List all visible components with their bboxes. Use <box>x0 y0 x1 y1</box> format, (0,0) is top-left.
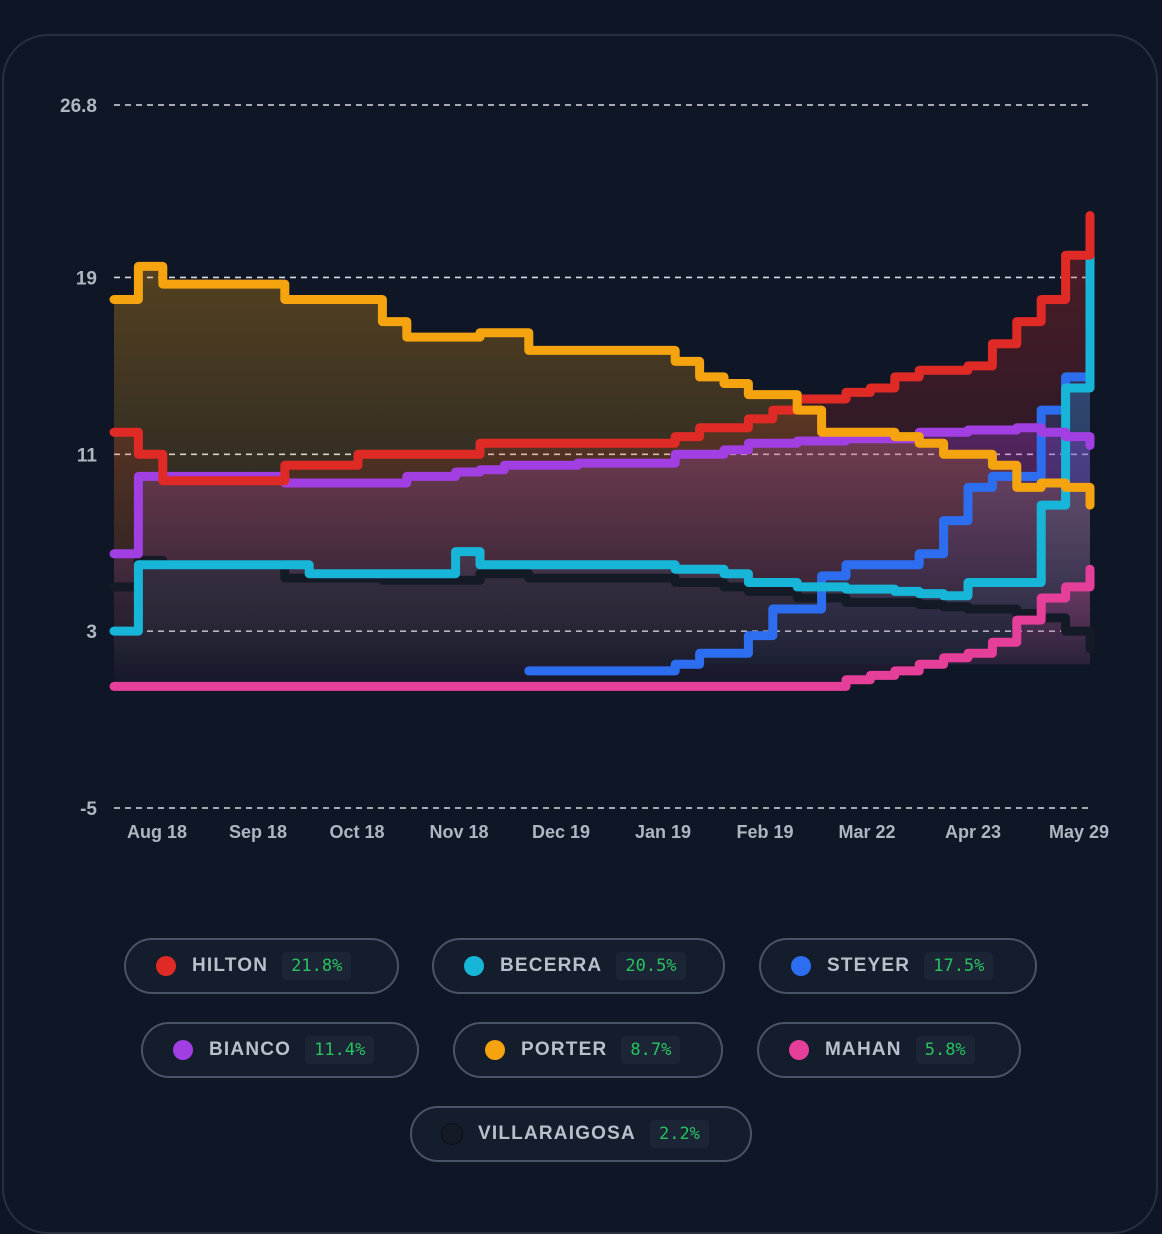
x-tick-label: Apr 23 <box>945 822 1001 842</box>
x-tick-label: Sep 18 <box>229 822 287 842</box>
x-tick-label: Jan 19 <box>635 822 691 842</box>
legend-value: 5.8% <box>915 1036 975 1064</box>
x-tick-label: Aug 18 <box>127 822 187 842</box>
x-tick-label: Nov 18 <box>429 822 488 842</box>
x-tick-label: May 29 <box>1049 822 1109 842</box>
x-tick-label: Oct 18 <box>329 822 384 842</box>
series-line-becerra <box>109 239 1095 636</box>
legend-label: BIANCO <box>209 1039 292 1060</box>
legend-label: VILLARAIGOSA <box>478 1123 636 1144</box>
legend-value: 11.4% <box>305 1036 375 1064</box>
legend: HILTON 21.8% BECERRA 20.5% STEYER 17.5% … <box>124 938 1037 1162</box>
y-tick-label: -5 <box>80 799 97 820</box>
legend-item-porter[interactable]: PORTER 8.7% <box>453 1022 723 1078</box>
series-line-mahan <box>109 564 1095 691</box>
legend-label: PORTER <box>521 1039 608 1060</box>
legend-item-becerra[interactable]: BECERRA 20.5% <box>432 938 725 994</box>
legend-item-hilton[interactable]: HILTON 21.8% <box>124 938 399 994</box>
series-line-porter <box>109 261 1095 510</box>
legend-dot <box>789 1040 809 1060</box>
election-odds-chart: 26.8 19 11 3 -5 Aug 18 Sep 18 Oct 18 Nov 18 Dec 1… <box>60 96 1109 842</box>
legend-label: STEYER <box>827 955 911 976</box>
x-tick-label: Dec 19 <box>532 822 590 842</box>
y-tick-label: 11 <box>77 445 98 466</box>
y-tick-label: 26.8 <box>60 96 97 117</box>
series-area-mahan <box>114 569 1090 687</box>
legend-value: 2.2% <box>649 1120 709 1148</box>
legend-dot <box>464 956 484 976</box>
legend-item-villaraigosa[interactable]: VILLARAIGOSA 2.2% <box>410 1106 752 1162</box>
legend-label: BECERRA <box>500 955 603 976</box>
legend-label: HILTON <box>192 955 269 976</box>
series-area-villaraigosa <box>114 560 1090 665</box>
legend-item-bianco[interactable]: BIANCO 11.4% <box>141 1022 419 1078</box>
legend-dot <box>485 1040 505 1060</box>
legend-dot <box>791 956 811 976</box>
legend-label: MAHAN <box>825 1039 902 1060</box>
legend-dot <box>442 1124 462 1144</box>
series-line-bianco <box>109 423 1095 559</box>
legend-dot <box>173 1040 193 1060</box>
series-line-hilton <box>109 211 1095 486</box>
legend-item-mahan[interactable]: MAHAN 5.8% <box>757 1022 1021 1078</box>
legend-item-steyer[interactable]: STEYER 17.5% <box>759 938 1037 994</box>
series-line-steyer <box>524 306 1095 676</box>
y-tick-label: 19 <box>76 268 97 289</box>
x-tick-label: Feb 19 <box>736 822 793 842</box>
legend-value: 8.7% <box>621 1036 681 1064</box>
legend-value: 21.8% <box>282 952 352 980</box>
y-tick-label: 3 <box>86 622 97 643</box>
legend-value: 17.5% <box>924 952 994 980</box>
legend-dot <box>156 956 176 976</box>
x-tick-label: Mar 22 <box>838 822 895 842</box>
legend-value: 20.5% <box>616 952 686 980</box>
